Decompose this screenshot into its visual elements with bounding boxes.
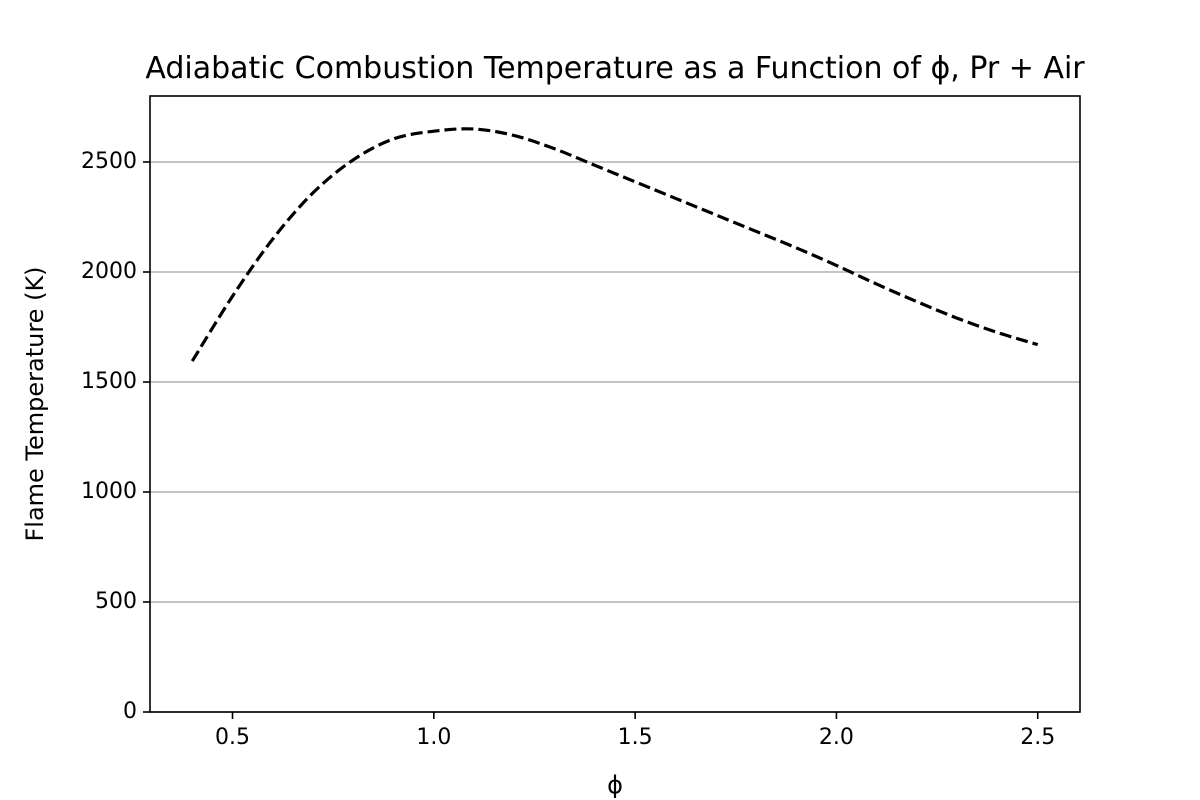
series-layer — [190, 127, 1039, 362]
y-tick-label: 1000 — [81, 479, 137, 504]
x-tick-label: 2.5 — [1020, 725, 1055, 750]
y-axis-label: Flame Temperature (K) — [21, 266, 49, 541]
x-tick-label: 1.5 — [618, 725, 653, 750]
y-tick-label: 2000 — [81, 259, 137, 284]
y-tick-label: 1500 — [81, 369, 137, 394]
x-tick-label: 2.0 — [819, 725, 854, 750]
plot-frame — [149, 95, 1081, 713]
chart-title: Adiabatic Combustion Temperature as a Fu… — [145, 51, 1085, 86]
x-axis-label: ϕ — [607, 771, 623, 799]
series-line — [190, 127, 1039, 362]
x-tick-label: 1.0 — [416, 725, 451, 750]
axis-ticks: 0 500 1000 1500 2000 2500 0.5 1.0 1.5 2.0 2.5 — [81, 149, 1055, 750]
x-tick-label: 0.5 — [215, 725, 250, 750]
y-tick-label: 0 — [123, 699, 137, 724]
y-tick-label: 2500 — [81, 149, 137, 174]
y-tick-label: 500 — [95, 589, 137, 614]
